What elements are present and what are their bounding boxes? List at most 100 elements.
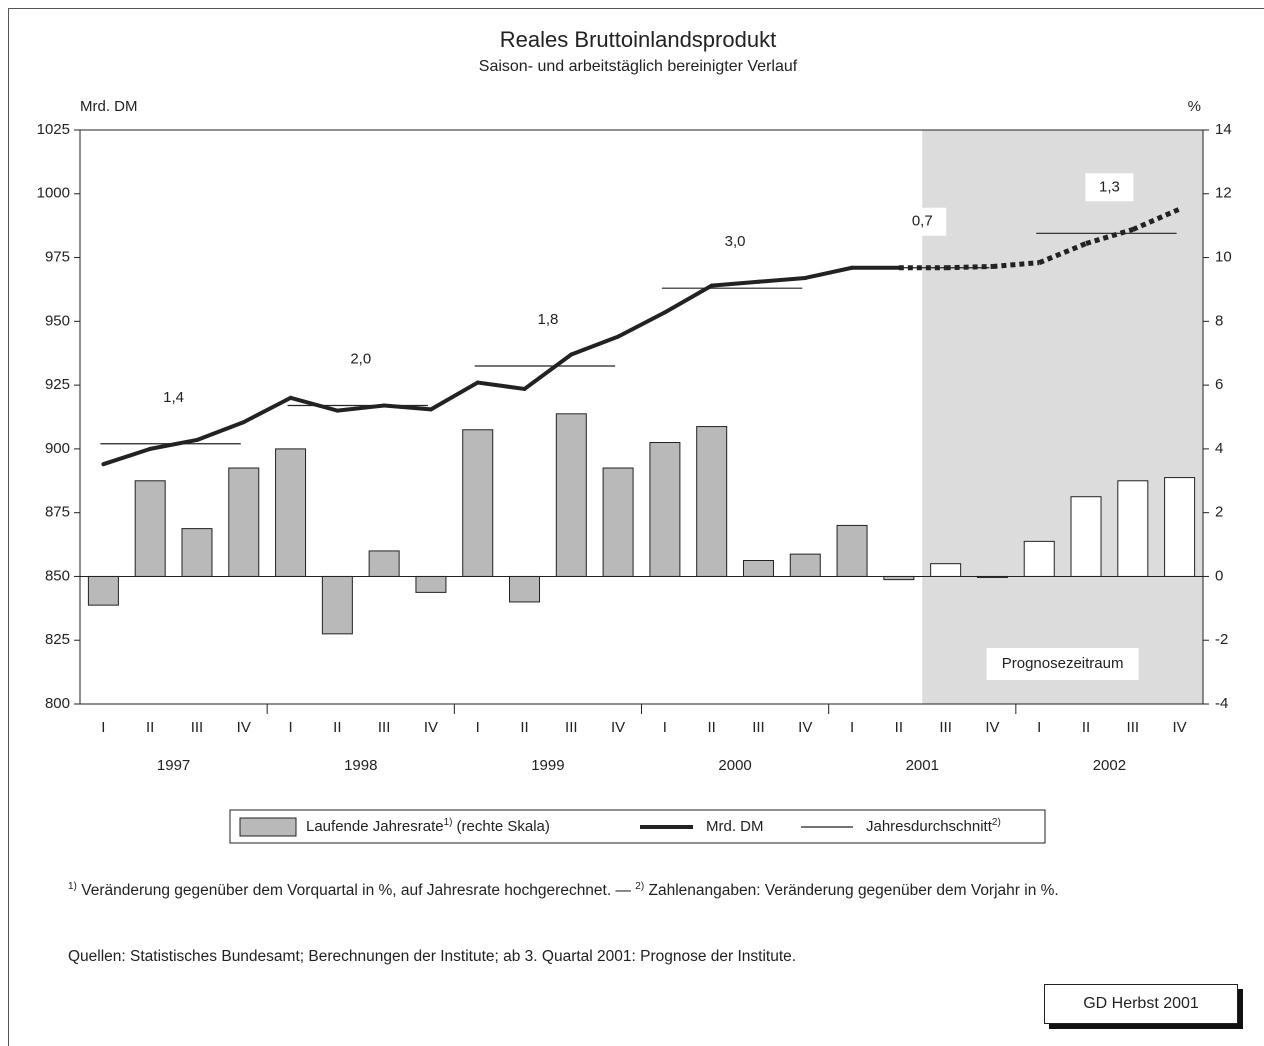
x-tick-label: I xyxy=(1037,719,1041,736)
line-segment xyxy=(101,446,153,467)
legend-suffix: (rechte Skala) xyxy=(457,818,550,835)
change-label: 1,3 xyxy=(1099,178,1120,195)
bar xyxy=(275,448,307,577)
legend-label: Mrd. DM xyxy=(706,818,764,835)
year-label: 1998 xyxy=(344,757,377,774)
y-tick-label: 975 xyxy=(45,249,70,266)
x-tick-label: III xyxy=(939,719,952,736)
y-tick-label: 950 xyxy=(45,312,70,329)
x-tick-label: II xyxy=(1082,719,1090,736)
x-tick-label: I xyxy=(663,719,667,736)
line-segment xyxy=(428,380,480,412)
change-label: 1,8 xyxy=(537,311,558,328)
footnote-text: Zahlenangaben: Veränderung gegenüber dem… xyxy=(648,882,1059,900)
change-label-box xyxy=(1085,173,1134,202)
line-segment xyxy=(335,403,387,413)
bar xyxy=(1164,477,1196,577)
year-label: 1997 xyxy=(157,757,190,774)
line-segment xyxy=(569,334,621,357)
legend-label: Laufende Jahresrate1) (rechte Skala) xyxy=(306,817,550,835)
legend-footnote: 2) xyxy=(992,817,1001,828)
x-tick-label: II xyxy=(895,719,903,736)
x-tick-label: III xyxy=(378,719,391,736)
line-segment xyxy=(803,265,855,280)
bar xyxy=(181,528,213,577)
year-label: 2000 xyxy=(718,757,751,774)
change-label-box xyxy=(898,207,947,236)
bar xyxy=(228,467,260,577)
y-tick-label: 850 xyxy=(45,567,70,584)
bar xyxy=(321,575,353,635)
bar xyxy=(1070,496,1102,577)
y2-tick-label: 6 xyxy=(1215,376,1223,393)
legend-name: Jahresdurchschnitt xyxy=(866,818,993,835)
footnote: 1) Veränderung gegenüber dem Vorquartal … xyxy=(68,881,631,899)
bar xyxy=(696,426,728,577)
year-label: 2001 xyxy=(906,757,939,774)
legend-box xyxy=(229,809,1046,844)
line-segment xyxy=(616,310,667,339)
y2-tick-label: -4 xyxy=(1215,695,1228,712)
line-segment xyxy=(288,395,340,413)
x-tick-label: IV xyxy=(237,719,251,736)
bar xyxy=(930,563,962,577)
y2-tick-label: -2 xyxy=(1215,631,1228,648)
x-tick-label: III xyxy=(191,719,204,736)
x-tick-label: I xyxy=(288,719,292,736)
badge: GD Herbst 2001 xyxy=(1044,984,1238,1024)
bar xyxy=(415,575,447,593)
y-tick-label: 1025 xyxy=(37,121,70,138)
footnotes: 1) Veränderung gegenüber dem Vorquartal … xyxy=(68,876,1238,901)
bar xyxy=(134,480,166,577)
y-tick-label: 925 xyxy=(45,376,70,393)
forecast-label-box xyxy=(986,648,1139,680)
y2-tick-label: 14 xyxy=(1215,121,1232,138)
year-label: 1999 xyxy=(531,757,564,774)
bar xyxy=(555,413,587,577)
bar xyxy=(509,575,541,603)
chart-subtitle: Saison- und arbeitstäglich bereinigter V… xyxy=(479,58,798,75)
line-segment xyxy=(194,420,246,442)
y2-tick-label: 8 xyxy=(1215,312,1223,329)
bar xyxy=(87,575,119,606)
x-tick-label: III xyxy=(565,719,578,736)
x-tick-label: IV xyxy=(611,719,625,736)
change-label: 3,0 xyxy=(725,233,746,250)
y-tick-label: 1000 xyxy=(37,185,70,202)
change-label: 1,4 xyxy=(163,389,184,406)
x-tick-label: II xyxy=(520,719,528,736)
x-tick-label: IV xyxy=(798,719,812,736)
y2-tick-label: 0 xyxy=(1215,567,1223,584)
x-tick-label: III xyxy=(1127,719,1140,736)
bar xyxy=(1023,540,1055,577)
legend-name: Laufende Jahresrate xyxy=(306,818,444,835)
x-tick-label: I xyxy=(476,719,480,736)
x-tick-label: II xyxy=(146,719,154,736)
legend-swatch xyxy=(239,817,297,837)
x-tick-label: I xyxy=(101,719,105,736)
bar xyxy=(789,553,821,577)
y-tick-label: 800 xyxy=(45,695,70,712)
y2-tick-label: 10 xyxy=(1215,249,1232,266)
bar xyxy=(602,467,634,577)
bar xyxy=(368,550,400,577)
change-label: 2,0 xyxy=(350,350,371,367)
x-tick-label: II xyxy=(708,719,716,736)
chart-title: Reales Bruttoinlandsprodukt xyxy=(500,27,776,52)
legend-footnote: 1) xyxy=(444,817,453,828)
line-segment xyxy=(709,279,761,288)
y-tick-label: 875 xyxy=(45,504,70,521)
y2-tick-label: 12 xyxy=(1215,185,1232,202)
bar xyxy=(649,442,681,577)
change-label: 0,7 xyxy=(912,213,933,230)
line-segment xyxy=(241,395,293,425)
footnote: 2) Zahlenangaben: Veränderung gegenüber … xyxy=(635,881,1059,900)
y-axis-label: Mrd. DM xyxy=(80,98,138,115)
line-segment xyxy=(475,380,527,391)
line-segment xyxy=(522,352,574,391)
footnote-mark: 1) xyxy=(68,881,77,892)
legend-label: Jahresdurchschnitt2) xyxy=(866,817,1001,835)
line-segment xyxy=(382,403,433,412)
